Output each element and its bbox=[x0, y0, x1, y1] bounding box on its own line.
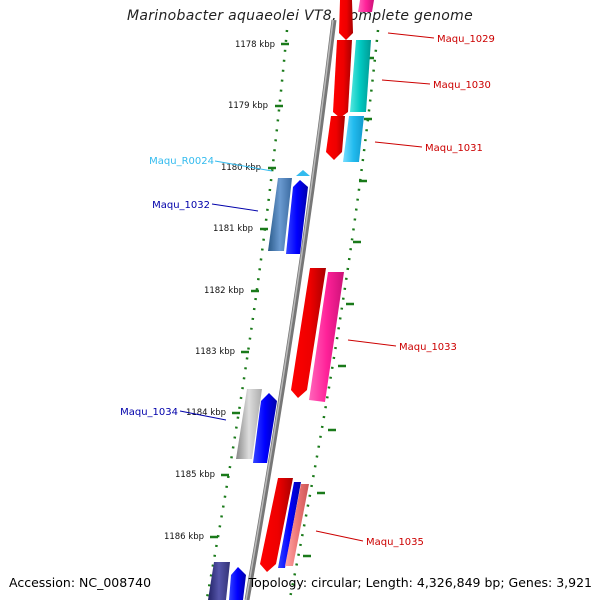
tick-label: 1185 kbp bbox=[175, 470, 215, 480]
gene-label-maqu-1034[interactable]: Maqu_1034 bbox=[120, 407, 178, 418]
gene-maqu-1034-blue[interactable] bbox=[253, 393, 277, 463]
gene-label-maqu-1030[interactable]: Maqu_1030 bbox=[433, 80, 491, 91]
gene-maqu-1030-red[interactable] bbox=[333, 40, 352, 118]
accession-text: Accession: NC_008740 bbox=[9, 575, 152, 590]
gene-maqu-1035-salmon[interactable] bbox=[285, 484, 309, 566]
gene-bottom-indigo[interactable] bbox=[208, 562, 230, 600]
genome-title: Marinobacter aquaeolei VT8, complete gen… bbox=[126, 8, 474, 24]
gene-label-maqu-1032[interactable]: Maqu_1032 bbox=[152, 200, 210, 211]
genome-backbone bbox=[244, 19, 337, 600]
gene-maqu-1033-red[interactable] bbox=[291, 268, 326, 398]
left-track-boundary bbox=[205, 29, 289, 599]
gene-maqu-1035-red[interactable] bbox=[260, 478, 293, 572]
gene-maqu-1034-gray[interactable] bbox=[236, 389, 262, 459]
scale-tick-marks bbox=[210, 42, 289, 539]
gene-label-maqu-1029[interactable]: Maqu_1029 bbox=[437, 34, 495, 45]
topology-text: Topology: circular; Length: 4,326,849 bp… bbox=[248, 575, 592, 590]
gene-maqu-1030-cyan[interactable] bbox=[350, 40, 371, 112]
tick-label: 1180 kbp bbox=[221, 163, 261, 173]
gene-maqu-1032-steel[interactable] bbox=[268, 178, 292, 251]
gene-label-maqu-1033[interactable]: Maqu_1033 bbox=[399, 342, 457, 353]
gene-maqu-1033-pink[interactable] bbox=[309, 272, 344, 402]
tick-label: 1181 kbp bbox=[213, 224, 253, 234]
gene-bottom-blue[interactable] bbox=[229, 567, 246, 600]
tick-label: 1178 kbp bbox=[235, 40, 275, 50]
tick-label: 1186 kbp bbox=[164, 532, 204, 542]
gene-maqu-1035-blue[interactable] bbox=[278, 482, 301, 568]
gene-label-maqu-1031[interactable]: Maqu_1031 bbox=[425, 143, 483, 154]
gene-maqu-1029-pink[interactable] bbox=[358, 0, 374, 12]
gene-maqu-1029-red[interactable] bbox=[339, 0, 353, 40]
label-leaders bbox=[179, 32, 435, 542]
gene-maqu-1032-blue[interactable] bbox=[286, 180, 308, 254]
tick-label: 1179 kbp bbox=[228, 101, 268, 111]
tick-label: 1183 kbp bbox=[195, 347, 235, 357]
gene-maqu-1031-sky[interactable] bbox=[343, 116, 364, 162]
genome-backbone-highlight bbox=[245, 19, 334, 600]
tick-label: 1182 kbp bbox=[204, 286, 244, 296]
gene-label-maqu-r0024[interactable]: Maqu_R0024 bbox=[149, 156, 214, 167]
gene-label-maqu-1035[interactable]: Maqu_1035 bbox=[366, 537, 424, 548]
tick-label: 1184 kbp bbox=[186, 408, 226, 418]
gene-maqu-1031-red[interactable] bbox=[326, 116, 345, 160]
right-track-boundary bbox=[288, 29, 380, 599]
gene-maqu-r0024[interactable] bbox=[296, 170, 310, 176]
